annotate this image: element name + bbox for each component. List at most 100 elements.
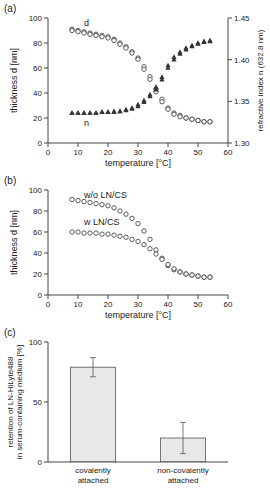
text-line: covalently (75, 466, 111, 475)
point-circle (118, 42, 122, 46)
x-axis (48, 462, 228, 463)
point-circle (172, 112, 176, 116)
x-tick (138, 143, 139, 147)
y-tick (44, 68, 48, 69)
y-tick-label: 0 (38, 291, 43, 300)
y-tick (44, 274, 48, 275)
text-line: attached (78, 476, 109, 485)
point-circle (148, 77, 152, 81)
point-circle (94, 201, 98, 205)
point-circle (112, 233, 116, 237)
point-circle (202, 120, 206, 124)
y-tick (44, 190, 48, 191)
text-line: retention of LN-HiLyte488 (5, 356, 14, 447)
chart-svg: (a)02040608010001020304050601.301.351.40… (0, 0, 270, 500)
point-circle (154, 252, 158, 256)
point-circle (106, 36, 110, 40)
point-triangle (75, 110, 80, 115)
point-triangle (117, 109, 122, 114)
point-triangle (171, 54, 176, 59)
point-circle (76, 30, 80, 34)
point-circle (106, 232, 110, 236)
point-circle (178, 115, 182, 119)
x-tick-label: covalentlyattached (75, 466, 111, 485)
point-circle (76, 198, 80, 202)
point-triangle (69, 110, 74, 115)
y-label: thickness d [nm] (9, 210, 19, 275)
x-tick (48, 143, 49, 147)
y-label-group: thickness d [nm] (9, 48, 19, 113)
point-circle (100, 203, 104, 207)
y-tick-label: 80 (33, 207, 42, 216)
y-tick (44, 253, 48, 254)
point-circle (184, 272, 188, 276)
point-triangle (117, 109, 122, 114)
y-tick-label: 100 (29, 14, 43, 23)
y2-tick (228, 101, 232, 102)
point-circle (178, 270, 182, 274)
title: (c) (4, 327, 16, 338)
x-tick (168, 143, 169, 147)
y-axis (48, 190, 49, 295)
bar (71, 367, 116, 462)
error-cap (90, 357, 96, 358)
x-tick-label: 30 (134, 300, 143, 309)
error-cap (90, 376, 96, 377)
panel: (c)050100retention of LN-HiLyte488in ser… (4, 327, 228, 485)
text-line: in serum-containing medium [%] (14, 345, 23, 459)
error-bar (180, 422, 186, 453)
point-circle (106, 204, 110, 208)
point-circle (142, 242, 146, 246)
point-circle (100, 35, 104, 39)
point-circle (70, 230, 74, 234)
point-circle (166, 262, 170, 266)
point-circle (184, 272, 188, 276)
point-triangle (81, 110, 86, 115)
point-circle (184, 116, 188, 120)
point-circle (148, 247, 152, 251)
point-triangle (183, 45, 188, 50)
panel: (a)02040608010001020304050601.301.351.40… (4, 3, 265, 168)
y-tick (44, 143, 48, 144)
point-triangle (153, 84, 158, 89)
y-tick (44, 402, 48, 403)
point-circle (124, 46, 128, 50)
point-circle (82, 231, 86, 235)
annotation: w/o LN/CS (83, 190, 127, 200)
point-triangle (201, 39, 206, 44)
point-circle (142, 229, 146, 233)
y-tick-label: 50 (33, 398, 42, 407)
x-tick (108, 143, 109, 147)
point-circle (94, 231, 98, 235)
error-line (93, 358, 94, 377)
point-triangle (141, 98, 146, 103)
annotation: n (84, 118, 89, 128)
point-triangle (177, 49, 182, 54)
point-circle (112, 38, 116, 42)
point-circle (148, 237, 152, 241)
point-triangle (135, 102, 140, 107)
y-tick-label: 40 (33, 89, 42, 98)
x-tick-label: 20 (104, 300, 113, 309)
x-tick (168, 295, 169, 299)
point-triangle (99, 109, 104, 114)
point-triangle (93, 110, 98, 115)
x-tick-label: 40 (164, 148, 173, 157)
x-tick (198, 295, 199, 299)
point-circle (190, 273, 194, 277)
x-tick (228, 143, 229, 147)
x-tick (78, 295, 79, 299)
y-tick-label: 60 (33, 64, 42, 73)
point-circle (136, 221, 140, 225)
x-tick-label: 50 (194, 300, 203, 309)
point-circle (202, 275, 206, 279)
point-circle (124, 235, 128, 239)
point-circle (208, 120, 212, 124)
point-triangle (111, 109, 116, 114)
point-circle (208, 275, 212, 279)
point-triangle (207, 39, 212, 44)
point-triangle (195, 40, 200, 45)
point-circle (190, 273, 194, 277)
y2-tick (228, 143, 232, 144)
point-circle (142, 67, 146, 71)
